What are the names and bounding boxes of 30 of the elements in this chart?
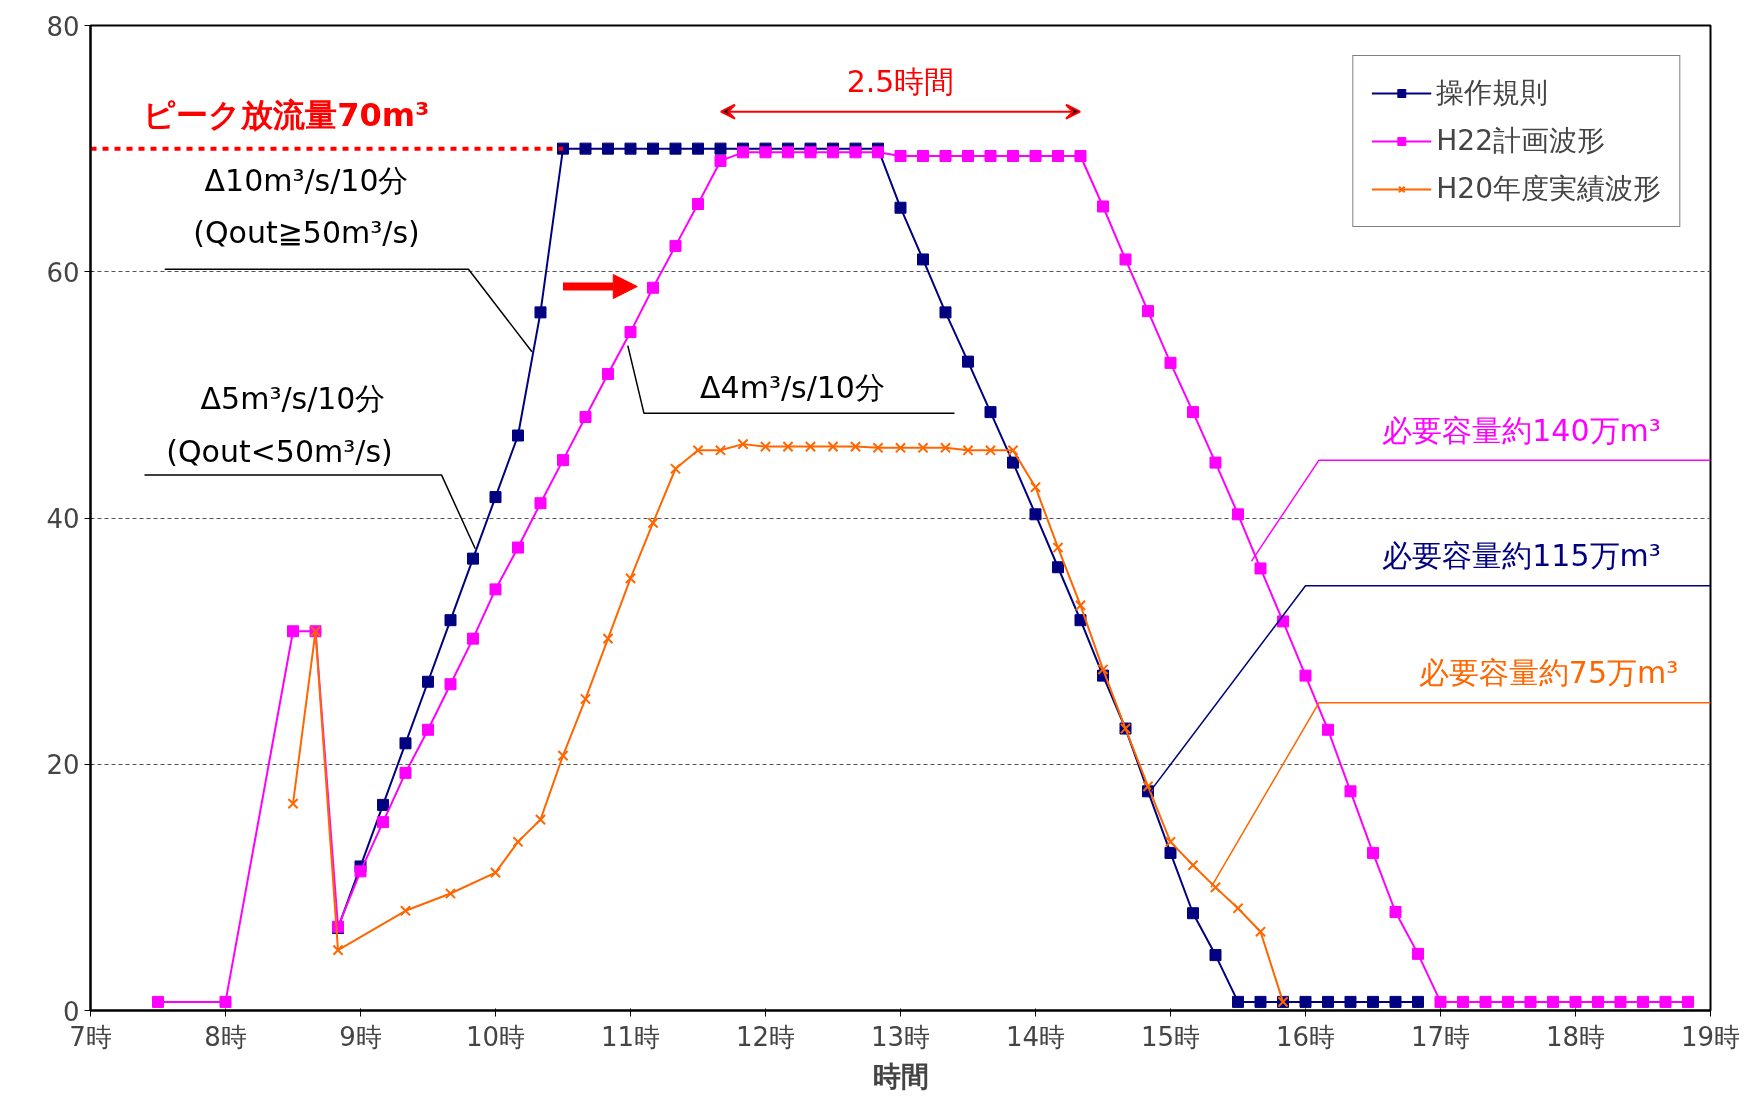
x-tick-label: 15時 (1140, 1021, 1201, 1052)
annotation: (Qout<50m³/s) (166, 433, 393, 469)
ref-line-label: ピーク放流量70m³ (143, 95, 430, 134)
x-tick-label: 13時 (870, 1021, 931, 1052)
x-tick-label: 17時 (1410, 1021, 1471, 1052)
y-tick-label: 40 (46, 504, 80, 534)
annotation: 必要容量約115万m³ (1382, 538, 1661, 574)
annotation: 2.5時間 (846, 64, 955, 100)
x-tick-label: 12時 (735, 1021, 796, 1052)
annotation: Δ5m³/s/10分 (200, 380, 386, 416)
x-axis-title: 時間 (872, 1059, 929, 1093)
x-tick-label: 10時 (465, 1021, 526, 1052)
x-tick-label: 11時 (600, 1021, 661, 1052)
annotation: Δ4m³/s/10分 (700, 369, 885, 405)
legend-label: H20年度実績波形 (1436, 171, 1661, 207)
annotation: Δ10m³/s/10分 (204, 162, 409, 198)
annotation: (Qout≧50m³/s) (193, 214, 420, 250)
y-tick-label: 20 (46, 750, 80, 781)
x-tick-label: 16時 (1275, 1021, 1336, 1052)
y-tick-label: 80 (46, 11, 80, 42)
annotation: 必要容量約75万m³ (1418, 655, 1679, 691)
annotation: 必要容量約140万m³ (1382, 412, 1661, 448)
x-tick-label: 18時 (1545, 1021, 1606, 1052)
x-tick-label: 9時 (339, 1021, 382, 1052)
y-tick-label: 60 (46, 257, 80, 288)
x-tick-label: 8時 (204, 1021, 247, 1052)
x-tick-label: 14時 (1005, 1021, 1066, 1052)
legend-label: 操作規則 (1436, 75, 1549, 111)
x-tick-label: 19時 (1680, 1021, 1741, 1052)
legend-label: H22計画波形 (1436, 123, 1605, 159)
